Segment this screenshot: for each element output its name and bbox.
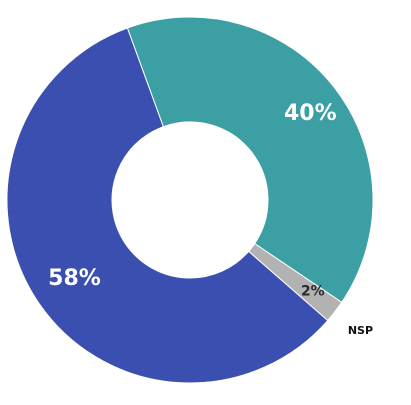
slice-segment-1	[126, 16, 374, 304]
slice-value-label: 2%	[301, 284, 325, 300]
slice-category-label: NSP	[348, 324, 373, 337]
label-group: 40% 2% NSP 58%	[48, 101, 373, 337]
slice-group	[6, 16, 374, 384]
slice-segment-3	[6, 27, 329, 384]
slice-value-label: 58%	[48, 266, 101, 291]
slice-value-label: 40%	[284, 101, 337, 126]
